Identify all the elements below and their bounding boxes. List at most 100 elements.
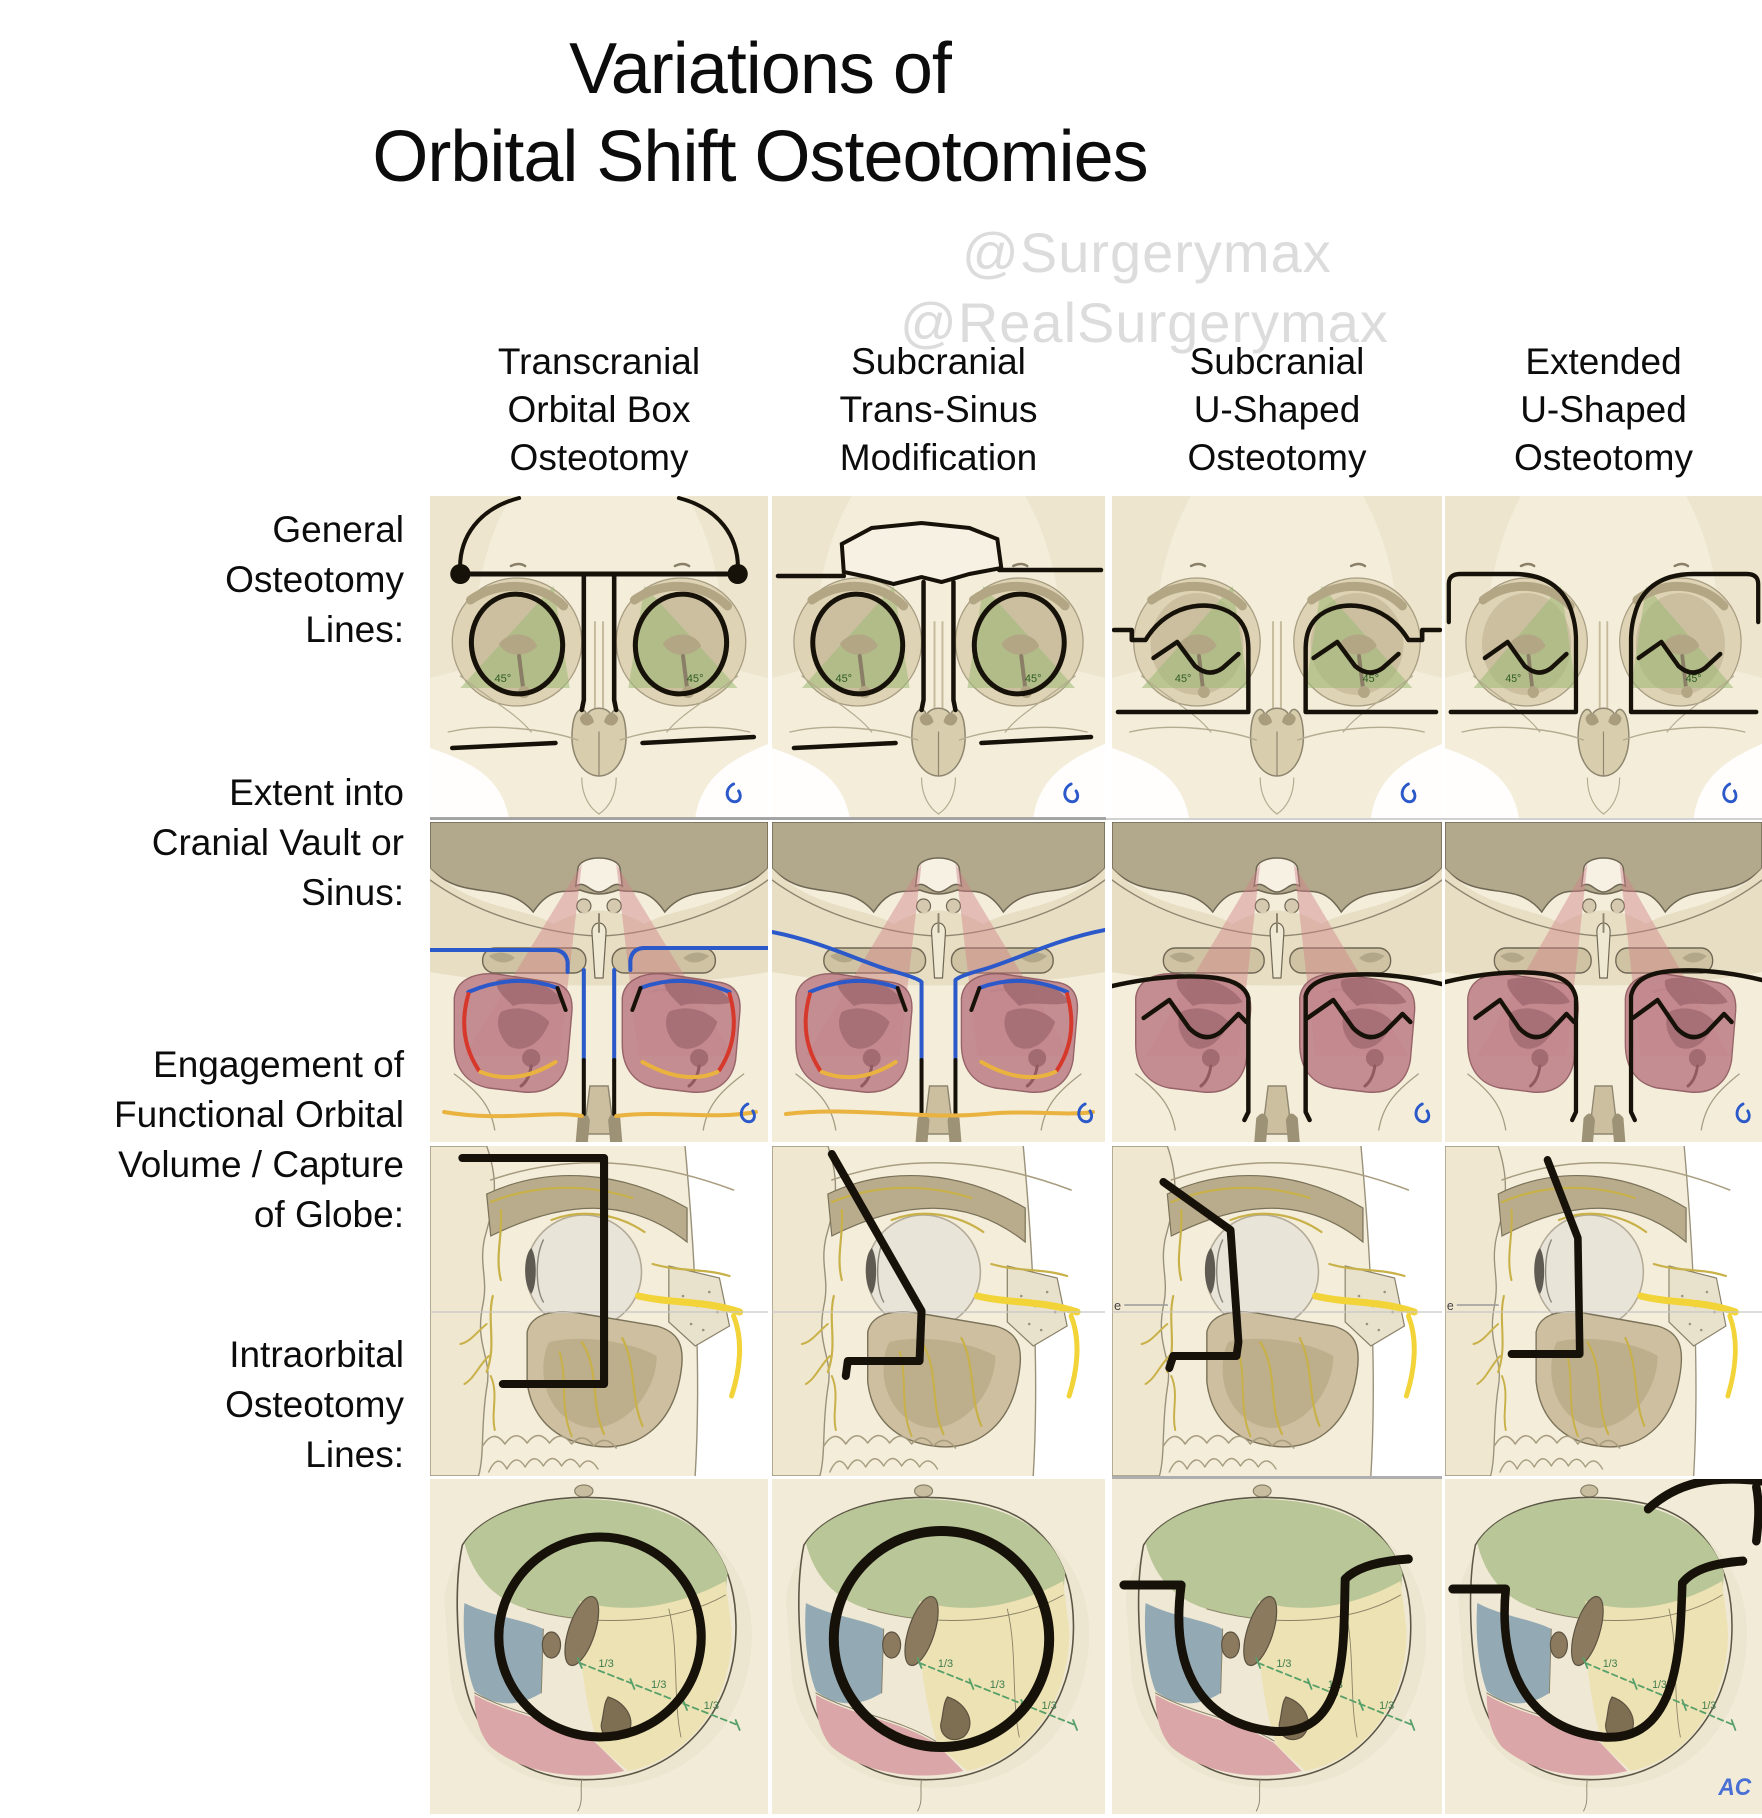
figure-extent-into-cranial-vault-or-sinus--extended-u-shaped-osteotomy bbox=[1445, 822, 1762, 1142]
nerve-branches bbox=[1472, 1186, 1739, 1437]
angle-45-label: 45° bbox=[1363, 673, 1379, 685]
orbit-region bbox=[453, 973, 573, 1093]
angle-45-label: 45° bbox=[687, 673, 704, 685]
page-title: Variations of Orbital Shift Osteotomies bbox=[372, 29, 1148, 197]
nerve-branches bbox=[1140, 1186, 1418, 1437]
figure-intraorbital-osteotomy-lines--extended-u-shaped-osteotomy: 1/3 1/3 1/3 AC bbox=[1445, 1479, 1762, 1815]
osteotomy-line-overlay bbox=[449, 496, 757, 751]
figure-general-osteotomy-lines--transcranial-orbital-box-osteotomy: 45° 45° bbox=[430, 496, 768, 818]
figure-engagement-of-functional-orbital-volume--subcranial-trans-sinus-modification bbox=[772, 1146, 1105, 1476]
angle-45-label: 45° bbox=[1505, 673, 1521, 685]
cranial-base-illustration bbox=[1112, 822, 1442, 1142]
illustration-svg bbox=[430, 1146, 768, 1476]
illustration-svg bbox=[772, 1146, 1105, 1476]
osteotomy-line-overlay bbox=[827, 1150, 926, 1380]
lateral-orbit-illustration: e bbox=[1112, 1146, 1442, 1476]
thirds-measure-line: 1/3 1/3 1/3 bbox=[916, 1657, 1078, 1731]
osteotomy-line-overlay bbox=[1112, 603, 1442, 715]
figure-intraorbital-osteotomy-lines--subcranial-u-shaped-osteotomy: 1/3 1/3 1/3 bbox=[1112, 1479, 1442, 1815]
figure-engagement-of-functional-orbital-volume--transcranial-orbital-box-osteotomy bbox=[430, 1146, 768, 1476]
intraorbital-walls-illustration: 1/3 1/3 1/3 AC bbox=[1445, 1479, 1762, 1814]
figure-general-osteotomy-lines--subcranial-u-shaped-osteotomy: 45° 45° bbox=[1112, 496, 1442, 818]
illustration-svg: 45° 45° bbox=[430, 496, 768, 818]
orbital-wall-regions bbox=[805, 1499, 1070, 1776]
one-third-label: 1/3 bbox=[598, 1658, 613, 1670]
iris bbox=[865, 1248, 877, 1294]
osteotomy-line-overlay bbox=[1445, 968, 1762, 1123]
row-label-extent-into-cranial-vault-or-sinus: Extent into Cranial Vault or Sinus: bbox=[151, 772, 404, 913]
lacrimal-structures bbox=[1549, 1595, 1634, 1741]
one-third-label: 1/3 bbox=[1379, 1700, 1394, 1712]
osteotomy-line-overlay bbox=[458, 1154, 609, 1388]
osteotomy-line-overlay bbox=[494, 1532, 706, 1742]
lateral-orbit-illustration bbox=[772, 1146, 1105, 1476]
illustration-svg: 1/3 1/3 1/3 bbox=[772, 1479, 1105, 1814]
row4-divider bbox=[1112, 1476, 1442, 1479]
figure-engagement-of-functional-orbital-volume--subcranial-u-shaped-osteotomy: e bbox=[1112, 1146, 1442, 1476]
illustration-svg bbox=[1112, 822, 1442, 1142]
one-third-label: 1/3 bbox=[1603, 1658, 1618, 1670]
figure-extent-into-cranial-vault-or-sinus--transcranial-orbital-box-osteotomy bbox=[430, 822, 768, 1142]
intraorbital-walls-illustration: 1/3 1/3 1/3 bbox=[430, 1479, 768, 1814]
lateral-orbit-illustration: e bbox=[1445, 1146, 1762, 1476]
osteotomy-line-overlay bbox=[1112, 972, 1442, 1123]
frontal-skull-illustration: 45° 45° bbox=[772, 496, 1105, 818]
intraorbital-walls-illustration: 1/31/31/3 bbox=[1112, 1479, 1442, 1814]
figure-extent-into-cranial-vault-or-sinus--subcranial-trans-sinus-modification bbox=[772, 822, 1105, 1142]
one-third-label: 1/3 bbox=[704, 1700, 719, 1712]
osteotomy-line-overlay bbox=[1446, 571, 1761, 715]
column-header-transcranial-orbital-box-osteotomy: Transcranial Orbital Box Osteotomy bbox=[497, 341, 701, 478]
orbital-wall-regions bbox=[1476, 1499, 1728, 1776]
one-third-label: 1/3 bbox=[651, 1679, 666, 1691]
cranial-base-illustration bbox=[430, 822, 768, 1142]
figure-extent-into-cranial-vault-or-sinus--subcranial-u-shaped-osteotomy bbox=[1112, 822, 1442, 1142]
osteotomy-line-overlay bbox=[1119, 1554, 1413, 1736]
orbit-region bbox=[795, 973, 913, 1093]
osteotomy-line-overlay bbox=[772, 928, 1105, 1118]
osteotomy-line-overlay bbox=[775, 520, 1104, 751]
eye-axis-label: e bbox=[1114, 1298, 1121, 1313]
illustration-svg bbox=[772, 822, 1105, 1142]
one-third-label: 1/3 bbox=[1652, 1679, 1667, 1691]
iris bbox=[1534, 1248, 1545, 1294]
illustration-svg: 1/3 1/3 1/3 bbox=[430, 1479, 768, 1814]
figure-general-osteotomy-lines--subcranial-trans-sinus-modification: 45° 45° bbox=[772, 496, 1105, 818]
angle-45-label: 45° bbox=[836, 673, 853, 685]
frontal-bone-flap bbox=[839, 520, 1004, 587]
frontal-skull-illustration: 45° 45° bbox=[1445, 496, 1762, 818]
eye-axis-label: e bbox=[1447, 1299, 1454, 1313]
illustration-svg bbox=[1445, 822, 1762, 1142]
one-third-label: 1/3 bbox=[990, 1679, 1005, 1691]
one-third-label: 1/3 bbox=[1702, 1700, 1717, 1712]
one-third-label: 1/3 bbox=[1276, 1658, 1291, 1670]
row-label-engagement-of-functional-orbital-volume: Engagement of Functional Orbital Volume … bbox=[114, 1044, 404, 1235]
osteotomy-line-overlay: AC bbox=[1448, 1479, 1762, 1800]
figure-intraorbital-osteotomy-lines--transcranial-orbital-box-osteotomy: 1/3 1/3 1/3 bbox=[430, 1479, 768, 1815]
column-header-extended-u-shaped-osteotomy: Extended U-Shaped Osteotomy bbox=[1514, 341, 1693, 478]
illustration-svg: e bbox=[1445, 1146, 1762, 1476]
watermark-realsurgerymax: @RealSurgerymax bbox=[900, 291, 1389, 354]
column-header-subcranial-u-shaped-osteotomy: Subcranial U-Shaped Osteotomy bbox=[1187, 341, 1367, 478]
iris bbox=[525, 1248, 536, 1294]
orbit-region bbox=[960, 973, 1079, 1093]
osteotomy-line-overlay bbox=[828, 1526, 1055, 1752]
row-divider-dark bbox=[430, 817, 1106, 820]
iris bbox=[1204, 1248, 1216, 1294]
lateral-orbit-illustration bbox=[430, 1146, 768, 1476]
cranial-base-illustration bbox=[772, 822, 1105, 1142]
illustration-svg: 45° 45° bbox=[772, 496, 1105, 818]
angle-45-label: 45° bbox=[1175, 673, 1191, 685]
frontal-skull-illustration: 45° 45° bbox=[430, 496, 768, 818]
figure-intraorbital-osteotomy-lines--subcranial-trans-sinus-modification: 1/3 1/3 1/3 bbox=[772, 1479, 1105, 1815]
angle-45-label: 45° bbox=[1025, 673, 1042, 685]
one-third-label: 1/3 bbox=[1042, 1700, 1057, 1712]
lacrimal-structures bbox=[882, 1595, 971, 1741]
cranial-base-illustration bbox=[1445, 822, 1762, 1142]
watermark-surgerymax: @Surgerymax bbox=[962, 221, 1332, 284]
frontal-skull-illustration: 45° 45° bbox=[1112, 496, 1442, 818]
intraorbital-walls-illustration: 1/3 1/3 1/3 bbox=[772, 1479, 1105, 1814]
osteotomy-line-overlay: e bbox=[1447, 1156, 1584, 1358]
illustration-svg: 1/3 1/3 1/3 AC bbox=[1445, 1479, 1762, 1814]
one-third-label: 1/3 bbox=[938, 1658, 953, 1670]
